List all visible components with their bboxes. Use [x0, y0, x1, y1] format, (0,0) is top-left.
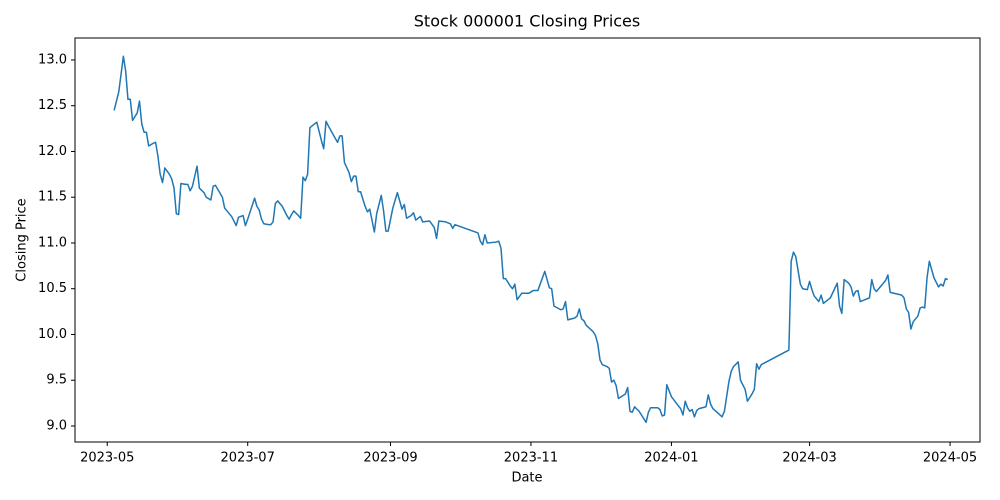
- y-tick-label: 10.0: [38, 327, 67, 342]
- y-tick-label: 11.5: [38, 190, 67, 205]
- x-tick-label: 2024-01: [644, 451, 698, 466]
- plot-frame: [74, 37, 981, 443]
- chart-title: Stock 000001 Closing Prices: [414, 12, 640, 31]
- y-tick-label: 12.5: [38, 98, 67, 113]
- y-tick-label: 11.0: [38, 235, 67, 250]
- x-tick-label: 2023-11: [504, 451, 558, 466]
- price-line: [113, 55, 949, 424]
- y-tick-label: 13.0: [38, 52, 67, 67]
- x-tick-label: 2023-09: [363, 451, 417, 466]
- x-tick-label: 2024-05: [923, 451, 977, 466]
- y-tick-label: 9.0: [46, 418, 67, 433]
- x-tick-label: 2023-05: [80, 451, 134, 466]
- x-tick-label: 2023-07: [221, 451, 275, 466]
- y-tick-label: 9.5: [46, 373, 67, 388]
- x-tick-label: 2024-03: [782, 451, 836, 466]
- y-tick-label: 12.0: [38, 144, 67, 159]
- y-tick-label: 10.5: [38, 281, 67, 296]
- x-axis-label: Date: [511, 471, 542, 486]
- y-axis-label: Closing Price: [15, 198, 30, 281]
